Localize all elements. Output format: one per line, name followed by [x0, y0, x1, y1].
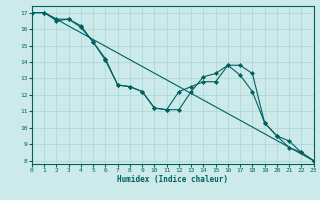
X-axis label: Humidex (Indice chaleur): Humidex (Indice chaleur): [117, 175, 228, 184]
